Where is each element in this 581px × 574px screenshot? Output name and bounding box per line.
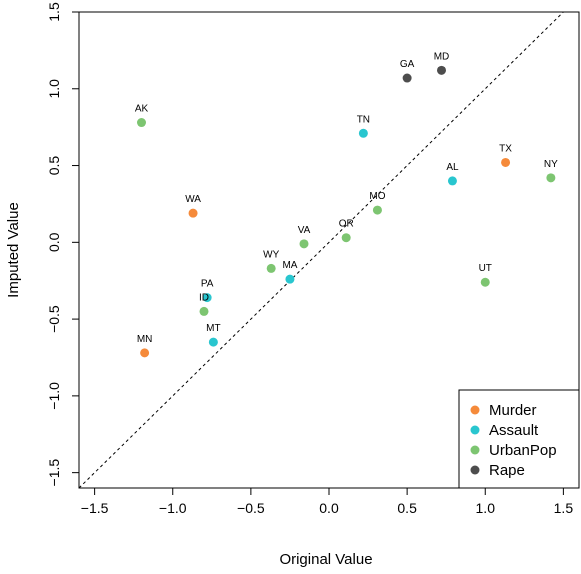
legend-label: Assault [489, 422, 539, 439]
data-point [481, 278, 490, 287]
point-label: TX [499, 143, 512, 154]
point-label: ID [199, 292, 209, 303]
x-axis-title: Original Value [279, 551, 372, 568]
x-tick-label: 1.0 [476, 500, 496, 516]
y-axis-title: Imputed Value [5, 202, 22, 298]
legend-label: Rape [489, 462, 525, 479]
data-point [189, 209, 198, 218]
data-point [437, 66, 446, 75]
data-point [359, 129, 368, 138]
point-label: WY [263, 249, 279, 260]
legend-label: Murder [489, 402, 537, 419]
data-point [448, 176, 457, 185]
point-label: UT [479, 263, 492, 274]
point-label: AL [446, 162, 459, 173]
x-tick-label: −1.0 [159, 500, 187, 516]
legend-marker [471, 446, 480, 455]
data-point [342, 233, 351, 242]
point-label: MA [282, 260, 297, 271]
data-point [373, 206, 382, 215]
data-point [403, 74, 412, 83]
y-tick-label: 1.5 [46, 2, 62, 22]
legend-marker [471, 406, 480, 415]
x-tick-label: −1.5 [81, 500, 109, 516]
y-tick-label: 0.5 [46, 156, 62, 176]
data-point [300, 239, 309, 248]
x-tick-label: 1.5 [554, 500, 574, 516]
legend-marker [471, 466, 480, 475]
data-point [140, 348, 149, 357]
point-label: NY [544, 159, 558, 170]
point-label: GA [400, 59, 415, 70]
point-label: VA [298, 225, 311, 236]
y-tick-label: −1.0 [46, 382, 62, 410]
point-label: MO [369, 191, 385, 202]
data-point [209, 338, 218, 347]
x-tick-label: 0.0 [319, 500, 339, 516]
point-label: MT [206, 323, 220, 334]
data-point [267, 264, 276, 273]
point-label: MN [137, 334, 153, 345]
data-point [501, 158, 510, 167]
point-label: MD [434, 51, 450, 62]
point-label: AK [135, 104, 149, 115]
points-layer [137, 66, 555, 358]
point-label: TN [357, 114, 370, 125]
data-point [200, 307, 209, 316]
y-tick-label: 0.0 [46, 232, 62, 252]
data-point [137, 118, 146, 127]
point-label: OR [339, 219, 354, 230]
data-point [285, 275, 294, 284]
point-labels-layer: WA MN TX TN AL MA PA MT AK NY MO OR VA WY ID UT GA MD [135, 51, 558, 345]
point-label: WA [185, 194, 201, 205]
y-tick-label: −0.5 [46, 305, 62, 333]
y-tick-label: 1.0 [46, 79, 62, 99]
legend-marker [471, 426, 480, 435]
data-point [546, 173, 555, 182]
legend: Murder Assault UrbanPop Rape [459, 390, 579, 488]
legend-label: UrbanPop [489, 442, 557, 459]
y-tick-label: −1.5 [46, 459, 62, 487]
x-tick-label: −0.5 [237, 500, 265, 516]
point-label: PA [201, 279, 214, 290]
x-tick-label: 0.5 [397, 500, 417, 516]
